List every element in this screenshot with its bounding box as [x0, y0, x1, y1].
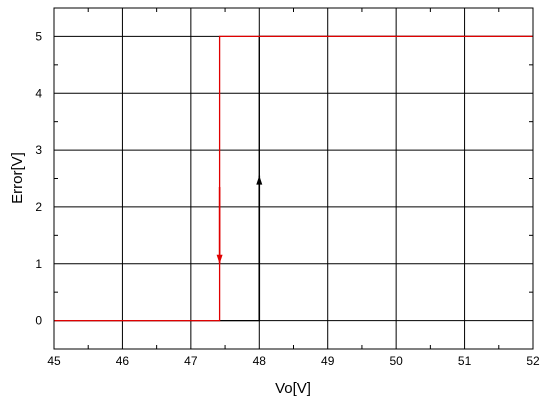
y-tick-label: 4 — [35, 86, 42, 100]
x-tick-label: 49 — [321, 354, 335, 368]
y-tick-label: 0 — [35, 314, 42, 328]
x-tick-label: 48 — [253, 354, 267, 368]
plot-background — [54, 8, 533, 349]
x-axis-title: Vo[V] — [275, 380, 311, 397]
minor-ticks — [54, 8, 533, 349]
y-tick-labels: 0 1 2 3 4 5 — [35, 29, 42, 327]
y-axis-title: Error[V] — [9, 152, 26, 204]
y-tick-label: 2 — [35, 200, 42, 214]
series-line-1 — [54, 35, 533, 322]
x-tick-label: 51 — [458, 354, 472, 368]
series-arrow-head-1 — [216, 254, 223, 264]
x-tick-labels: 45 46 47 48 49 50 51 52 — [47, 354, 540, 368]
y-tick-label: 5 — [35, 29, 42, 43]
x-tick-label: 50 — [389, 354, 403, 368]
series-layer — [54, 35, 533, 322]
series-arrow-head-0 — [256, 175, 263, 185]
y-tick-label: 1 — [35, 257, 42, 271]
x-tick-label: 52 — [526, 354, 540, 368]
x-tick-label: 45 — [47, 354, 61, 368]
x-tick-label: 46 — [116, 354, 130, 368]
y-tick-label: 3 — [35, 143, 42, 157]
x-tick-label: 47 — [184, 354, 198, 368]
plot-frame — [53, 7, 534, 350]
